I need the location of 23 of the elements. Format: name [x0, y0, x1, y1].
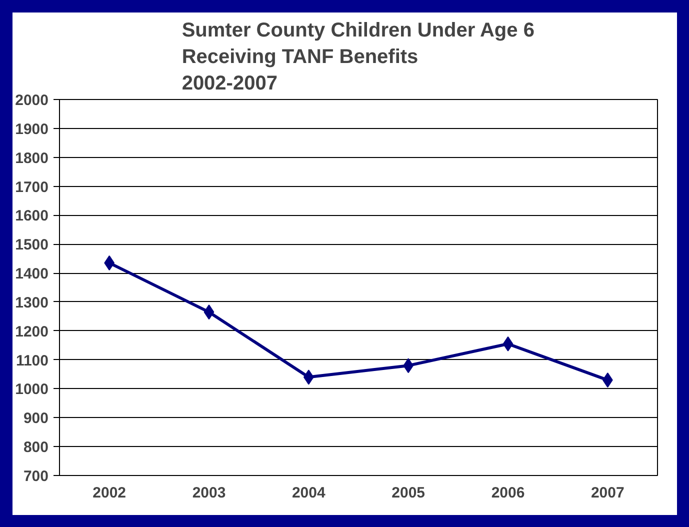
- y-tick-label: 1700: [15, 178, 49, 196]
- y-tick-label: 1900: [15, 120, 49, 138]
- y-tick-label: 1800: [15, 150, 49, 167]
- y-tick-label: 1300: [15, 294, 49, 312]
- y-tick-label: 900: [23, 410, 49, 428]
- y-tick-label: 700: [23, 468, 49, 485]
- x-tick-label: 2004: [292, 484, 326, 502]
- chart-title: Sumter County Children Under Age 6 Receiving TANF Benefits 2002-2007: [182, 20, 534, 94]
- y-tick-label: 800: [23, 439, 49, 456]
- y-tick-label: 1200: [15, 323, 49, 340]
- y-tick-label: 1400: [15, 266, 49, 283]
- y-tick-label: 2000: [15, 92, 49, 109]
- y-tick-label: 1100: [16, 352, 49, 370]
- x-tick-label: 2002: [92, 484, 126, 502]
- x-tick-label: 2006: [491, 484, 525, 502]
- y-tick-label: 1500: [15, 236, 49, 254]
- x-tick-label: 2005: [392, 484, 426, 502]
- point: [502, 336, 514, 352]
- point: [204, 304, 214, 320]
- y-tick-label: 1600: [15, 208, 49, 225]
- x-tick-label: 2003: [192, 484, 226, 502]
- y-tick-label: 1000: [15, 381, 49, 398]
- x-tick-label: 2007: [590, 484, 624, 502]
